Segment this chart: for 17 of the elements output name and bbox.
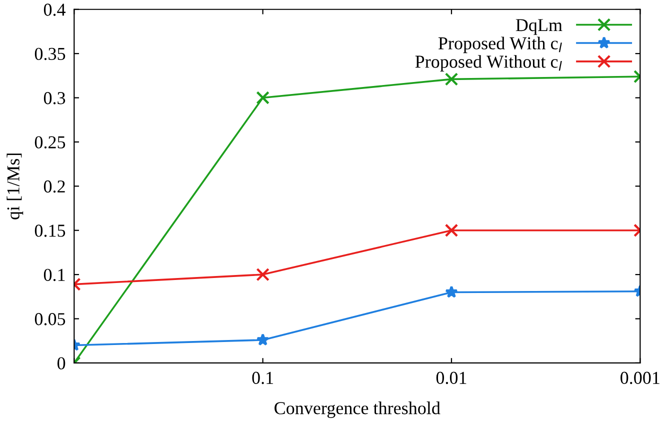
y-tick-label: 0.1 <box>44 268 65 282</box>
y-tick-label: 0.2 <box>44 180 65 193</box>
x-tick-label: 0.01 <box>436 372 466 384</box>
y-tick-label: 0 <box>57 357 66 370</box>
y-tick-label: 0.3 <box>44 92 66 104</box>
legend-label: Proposed Without c$_{l}$ <box>415 55 562 72</box>
y-tick-label: 0.25 <box>34 136 66 148</box>
y-tick-label: 0.05 <box>34 313 66 326</box>
y-tick-label: 0.4 <box>44 4 66 16</box>
y-tick-label: 0.35 <box>34 48 66 60</box>
legend-label: DqLm <box>516 19 562 35</box>
x-tick-label: 0.001 <box>620 372 660 384</box>
y-axis-title: qi [1/Ms] <box>6 154 24 220</box>
y-tick-label: 0.15 <box>34 224 66 237</box>
legend-label: Proposed With c$_{l}$ <box>438 36 562 54</box>
x-tick-label: 0.1 <box>252 372 274 384</box>
x-axis-title: Convergence threshold <box>274 402 440 418</box>
